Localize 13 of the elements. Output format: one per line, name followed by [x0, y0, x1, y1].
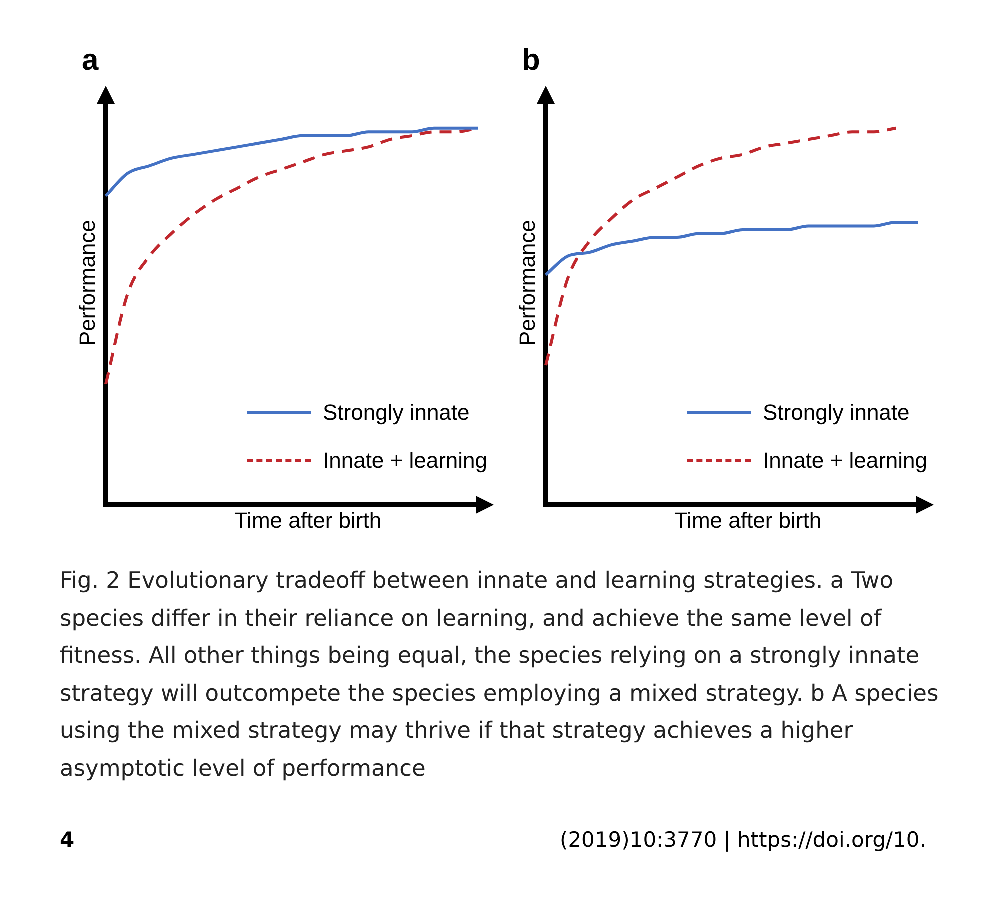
caption: Fig. 2 Evolutionary tradeoff between innate and learning strategies. a Two species differ in their reliance on learning, and achieve the same level of fitness. All other things being equal, the species relying on a strongly innate strategy will outcompete the species employing a mixed strategy. b A species using the mixed strategy may thrive if that strategy achieves a higher asymptotic level of performance: [60, 567, 940, 784]
y-axis-title: Performance: [515, 219, 541, 348]
legend-label: Innate + learning: [763, 448, 928, 474]
text: 4: [60, 828, 75, 852]
text: (2019)10:3770 | https://doi.org/10.: [560, 828, 926, 852]
legend-label: Innate + learning: [323, 448, 488, 474]
y-axis-title: Performance: [75, 219, 101, 348]
legend-label: Strongly innate: [763, 400, 910, 426]
legend-label: Strongly innate: [323, 400, 470, 426]
chart-title: b: [522, 44, 540, 78]
x-axis-title: Time after birth: [233, 508, 383, 534]
chart-title: a: [82, 44, 99, 78]
x-axis-title: Time after birth: [673, 508, 823, 534]
